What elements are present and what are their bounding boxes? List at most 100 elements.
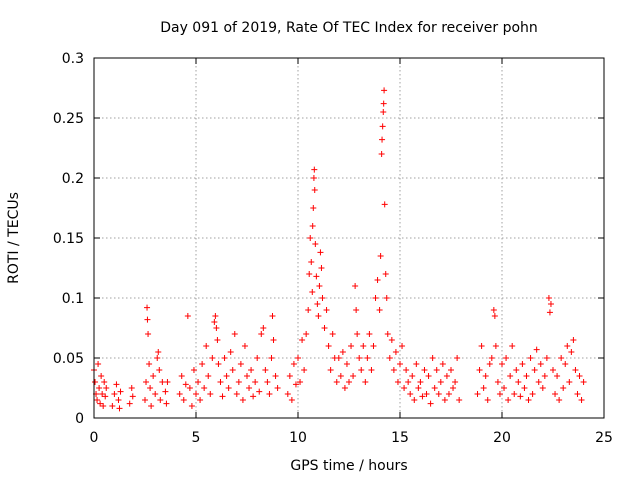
data-point — [299, 337, 306, 343]
data-point — [113, 381, 120, 388]
data-point — [203, 343, 210, 349]
data-point — [356, 355, 363, 361]
data-point — [184, 313, 191, 319]
data-point — [437, 379, 444, 385]
data-point — [111, 391, 118, 397]
data-point — [513, 367, 520, 373]
data-point — [109, 403, 116, 409]
data-point — [541, 373, 548, 379]
data-point — [159, 379, 166, 385]
data-point — [507, 373, 514, 379]
data-point — [248, 367, 255, 373]
data-point — [268, 355, 275, 361]
data-point — [537, 361, 544, 367]
data-point — [382, 271, 389, 277]
data-point — [346, 379, 352, 385]
data-point — [154, 355, 161, 361]
data-point — [217, 379, 224, 385]
data-point — [431, 385, 438, 391]
data-point — [415, 385, 422, 391]
data-point — [377, 253, 384, 259]
data-point — [358, 367, 365, 373]
data-point — [399, 343, 406, 349]
data-point — [517, 393, 524, 400]
data-point — [390, 367, 397, 373]
data-point — [156, 367, 163, 373]
grid-lines — [94, 58, 604, 418]
data-point — [379, 136, 386, 143]
data-point — [433, 367, 440, 373]
y-tick-label: 0.3 — [62, 51, 84, 67]
data-point — [262, 367, 269, 373]
data-point — [423, 391, 430, 397]
data-point — [353, 307, 360, 313]
data-point — [163, 400, 170, 407]
data-point — [260, 325, 267, 331]
data-point — [266, 391, 273, 397]
data-point — [374, 277, 381, 283]
data-point — [205, 373, 212, 379]
y-tick-label: 0.25 — [53, 111, 84, 127]
data-point — [411, 397, 418, 403]
data-point — [254, 355, 261, 361]
data-point — [211, 319, 218, 325]
data-point — [199, 361, 206, 367]
data-point — [329, 331, 336, 337]
data-point — [309, 223, 316, 229]
data-point — [272, 373, 279, 379]
data-point — [309, 289, 316, 295]
data-point — [580, 379, 587, 385]
data-point — [244, 373, 250, 379]
data-point — [256, 388, 263, 395]
data-point — [115, 397, 122, 403]
data-point — [456, 397, 463, 403]
data-point — [321, 325, 328, 331]
data-point — [197, 397, 204, 403]
data-point — [96, 385, 103, 391]
y-tick-label: 0.1 — [62, 291, 84, 307]
data-point — [366, 331, 373, 337]
y-tick-label: 0 — [75, 411, 84, 427]
data-point — [397, 361, 403, 367]
data-point — [213, 325, 220, 331]
data-point — [394, 379, 401, 385]
data-point — [484, 397, 491, 403]
data-point — [317, 249, 324, 256]
data-point — [225, 385, 232, 391]
data-point — [380, 100, 387, 107]
data-point — [264, 379, 271, 385]
data-point — [499, 361, 505, 367]
data-point — [221, 355, 228, 361]
data-point — [383, 295, 390, 301]
x-tick-labels: 0 5 10 15 20 25 — [90, 430, 613, 446]
data-point — [381, 201, 388, 208]
data-point — [445, 391, 452, 397]
data-point — [401, 385, 408, 391]
data-point — [195, 379, 202, 385]
data-point — [558, 355, 565, 361]
data-point — [146, 361, 153, 367]
data-point — [116, 405, 123, 412]
data-point — [348, 343, 355, 349]
data-point — [429, 355, 436, 361]
data-point — [144, 304, 151, 311]
data-point — [341, 385, 348, 391]
data-point — [568, 349, 575, 355]
data-point — [576, 373, 583, 379]
y-tick-labels: 0 0.05 0.1 0.15 0.2 0.25 0.3 — [53, 51, 84, 427]
data-point — [270, 337, 277, 343]
data-point — [392, 349, 399, 355]
data-point — [525, 397, 532, 403]
data-point — [486, 361, 493, 367]
data-point — [327, 367, 334, 373]
data-point — [162, 388, 169, 395]
x-tick-label: 15 — [391, 430, 409, 446]
data-point — [233, 391, 240, 397]
data-point — [527, 355, 534, 361]
data-point — [545, 295, 552, 301]
data-point — [207, 391, 214, 397]
data-point — [98, 373, 105, 379]
data-point — [147, 385, 154, 391]
x-tick-label: 10 — [289, 430, 307, 446]
data-point — [129, 393, 136, 400]
